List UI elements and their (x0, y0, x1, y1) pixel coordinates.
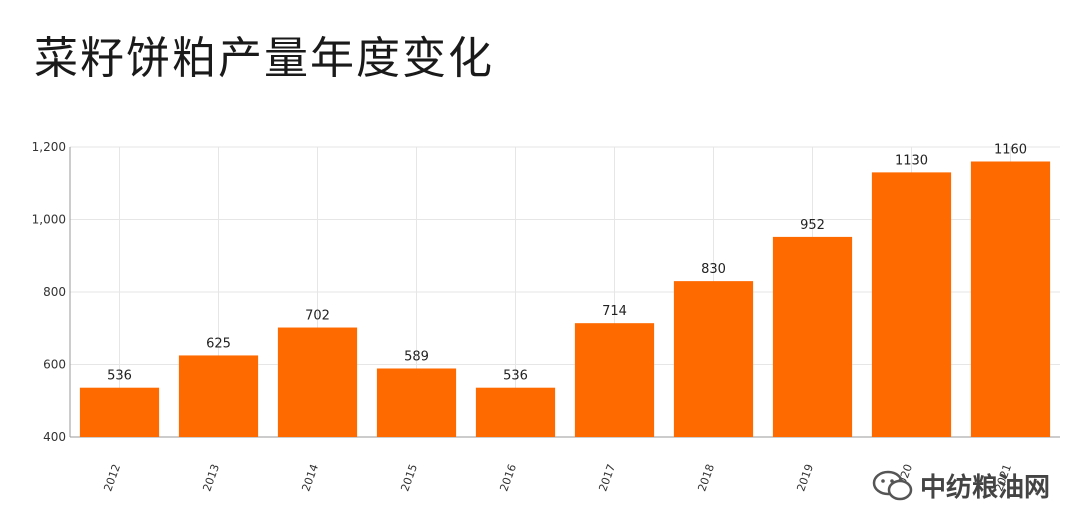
bar (277, 327, 358, 437)
x-tick-label: 2018 (695, 462, 717, 493)
data-label: 714 (602, 304, 627, 319)
bars-layer (79, 161, 1051, 437)
y-tick-label: 400 (43, 430, 66, 444)
bar (673, 281, 754, 437)
bar (475, 387, 556, 437)
x-tick-label: 2016 (497, 462, 519, 493)
watermark-text: 中纺粮油网 (919, 473, 1050, 503)
y-axis-ticks: 400 600 800 1,000 1,200 (32, 140, 66, 444)
x-tick-label: 2012 (101, 462, 123, 493)
data-label: 536 (503, 369, 528, 384)
data-label: 702 (305, 309, 330, 324)
wechat-icon (872, 470, 913, 500)
bar (970, 161, 1051, 437)
y-tick-label: 600 (43, 358, 66, 372)
watermark: 中纺粮油网 (872, 467, 1050, 504)
x-tick-label: 2014 (299, 462, 321, 493)
y-tick-label: 1,200 (32, 140, 66, 154)
bar (376, 368, 457, 437)
chart-title: 菜籽饼粕产量年度变化 (34, 33, 494, 84)
bar (574, 323, 655, 437)
bar (871, 172, 952, 437)
data-label: 952 (800, 218, 825, 233)
data-label: 536 (107, 369, 132, 384)
data-label: 1160 (994, 143, 1027, 158)
x-tick-label: 2019 (794, 462, 816, 493)
bar (178, 355, 259, 437)
x-tick-label: 2013 (200, 462, 222, 493)
data-labels-layer: 536 625 702 589 536 714 830 952 1130 1160 (107, 143, 1027, 384)
bar (79, 387, 160, 437)
data-label: 625 (206, 336, 231, 351)
x-tick-label: 2017 (596, 462, 618, 493)
bar (772, 236, 853, 437)
y-tick-label: 1,000 (32, 213, 66, 227)
y-tick-label: 800 (43, 285, 66, 299)
data-label: 830 (701, 262, 726, 277)
data-label: 589 (404, 349, 429, 364)
data-label: 1130 (895, 153, 928, 168)
x-tick-label: 2015 (398, 462, 420, 493)
